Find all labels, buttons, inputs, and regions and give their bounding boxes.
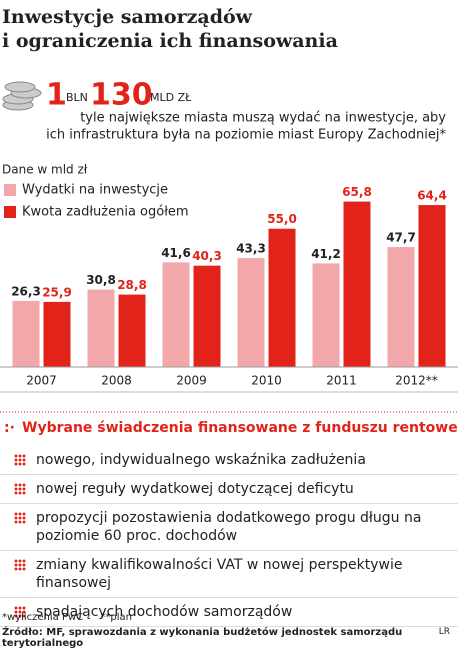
list-item-text: propozycji pozostawienia dodatkowego pro… [36, 510, 422, 544]
value-label: 25,9 [42, 285, 72, 299]
list-item: nowego, indywidualnego wskaźnika zadłuże… [0, 446, 458, 475]
value-label: 26,3 [11, 284, 41, 298]
list-title: Wybrane świadczenia finansowane z fundus… [22, 420, 458, 436]
list-icon: :· [4, 420, 15, 436]
chart-subtitle: Dane w mld zł [2, 163, 88, 177]
list-item: spadających dochodów samorządów [0, 598, 458, 627]
amount: 1 [46, 78, 67, 113]
coins-icon [2, 81, 42, 111]
legend-swatch [4, 184, 16, 196]
chart: Inwestycje samorządów i ograniczenia ich… [0, 6, 458, 436]
footnote: **plan [100, 612, 132, 623]
unit: MLD ZŁ [150, 91, 192, 104]
bar [418, 205, 446, 367]
value-label: 64,4 [417, 189, 447, 203]
bullet-icon [14, 606, 26, 618]
legend-label: Kwota zadłużenia ogółem [22, 205, 189, 220]
list-item-text: nowej reguły wydatkowej dotyczącej defic… [36, 481, 354, 497]
value-label: 30,8 [86, 273, 116, 287]
x-tick-label: 2009 [176, 374, 207, 388]
subtitle: tyle największe miasta muszą wydać na in… [80, 111, 446, 126]
value-label: 41,6 [161, 246, 191, 260]
value-label: 28,8 [117, 278, 147, 292]
legend-swatch [4, 206, 16, 218]
value-label: 43,3 [236, 242, 266, 256]
list-item-text: nowego, indywidualnego wskaźnika zadłuże… [36, 452, 366, 468]
bar [312, 263, 340, 367]
amount: 130 [90, 78, 153, 113]
x-tick-label: 2007 [26, 374, 57, 388]
bullet-icon [14, 483, 26, 495]
bar [87, 289, 115, 367]
bar [343, 201, 371, 367]
value-label: 55,0 [267, 212, 297, 226]
bar [193, 265, 221, 367]
unit: BLN [66, 91, 88, 104]
value-label: 41,2 [311, 247, 341, 261]
footnote: *wyliczenia PwC [2, 612, 84, 623]
x-tick-label: 2011 [326, 374, 357, 388]
bullet-icon [14, 559, 26, 571]
bullet-icon [14, 512, 26, 524]
credit: LR [438, 627, 450, 637]
x-tick-label: 2008 [101, 374, 132, 388]
subtitle: ich infrastruktura była na poziomie mias… [46, 128, 446, 143]
source: Źródło: MF, sprawozdania z wykonania bud… [2, 627, 403, 649]
value-label: 40,3 [192, 249, 222, 263]
x-tick-label: 2012** [395, 374, 438, 388]
bar [12, 300, 40, 367]
x-tick-label: 2010 [251, 374, 282, 388]
list-item-text: spadających dochodów samorządów [36, 604, 293, 620]
bar [43, 301, 71, 367]
value-label: 65,8 [342, 185, 372, 199]
list-item: propozycji pozostawienia dodatkowego pro… [0, 504, 458, 551]
title: Inwestycje samorządów [2, 6, 253, 28]
list-item-text: zmiany kwalifikowalności VAT w nowej per… [36, 557, 403, 591]
list-item: nowej reguły wydatkowej dotyczącej defic… [0, 475, 458, 504]
bar [387, 247, 415, 367]
legend-label: Wydatki na inwestycje [22, 183, 168, 198]
list: nowego, indywidualnego wskaźnika zadłuże… [0, 446, 458, 627]
bullet-icon [14, 454, 26, 466]
bar [237, 258, 265, 367]
bar [118, 294, 146, 367]
bar [162, 262, 190, 367]
value-label: 47,7 [386, 231, 416, 245]
list-item: zmiany kwalifikowalności VAT w nowej per… [0, 551, 458, 598]
bar [268, 228, 296, 367]
title: i ograniczenia ich finansowania [2, 30, 338, 52]
footnotes: *wyliczenia PwC **plan [2, 612, 132, 623]
